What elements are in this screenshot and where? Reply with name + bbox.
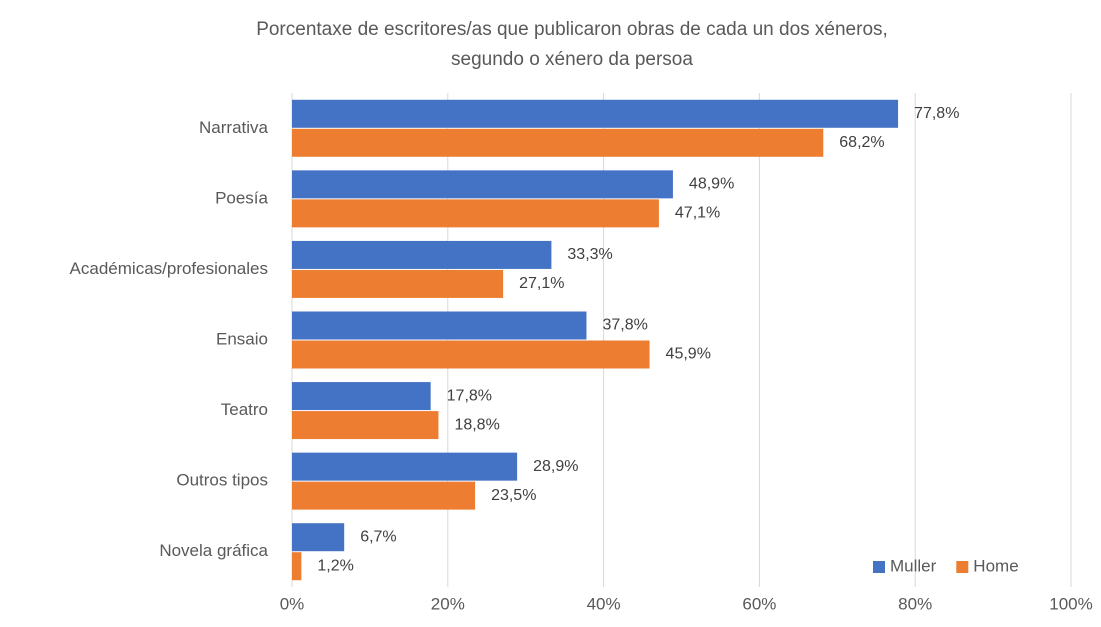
data-label: 27,1%	[519, 275, 564, 292]
bar	[292, 411, 439, 440]
chart-title: Porcentaxe de escritores/as que publicar…	[256, 19, 888, 40]
bar	[292, 481, 476, 510]
data-label: 28,9%	[533, 458, 578, 475]
x-tick-label: 0%	[280, 594, 305, 613]
y-tick-label: Teatro	[221, 400, 268, 419]
data-label: 23,5%	[491, 487, 536, 504]
y-tick-label: Ensaio	[216, 329, 268, 348]
y-tick-label: Académicas/profesionales	[70, 259, 268, 278]
x-tick-label: 20%	[431, 594, 465, 613]
bar	[292, 199, 659, 228]
bar	[292, 382, 431, 411]
data-label: 33,3%	[567, 246, 612, 263]
data-label: 45,9%	[666, 346, 711, 363]
data-label: 6,7%	[360, 528, 396, 545]
y-tick-label: Poesía	[215, 188, 268, 207]
legend-swatch	[956, 561, 969, 573]
bar	[292, 311, 587, 340]
data-label: 48,9%	[689, 176, 734, 193]
x-tick-label: 60%	[742, 594, 776, 613]
chart-title: segundo o xénero da persoa	[451, 49, 693, 70]
bar	[292, 340, 650, 369]
data-label: 18,8%	[454, 416, 499, 433]
x-tick-label: 40%	[587, 594, 621, 613]
y-tick-label: Narrativa	[199, 118, 269, 137]
data-label: 37,8%	[602, 317, 647, 334]
bar	[292, 170, 673, 199]
legend-label: Home	[973, 556, 1018, 575]
y-tick-label: Novela gráfica	[159, 541, 268, 560]
data-label: 1,2%	[317, 557, 353, 574]
bar	[292, 523, 345, 552]
bar	[292, 240, 552, 269]
x-tick-label: 100%	[1049, 594, 1092, 613]
legend-label: Muller	[890, 556, 937, 575]
y-tick-label: Outros tipos	[176, 471, 268, 490]
bar	[292, 99, 899, 128]
bar	[292, 452, 518, 481]
x-tick-label: 80%	[898, 594, 932, 613]
data-label: 47,1%	[675, 205, 720, 222]
data-label: 77,8%	[914, 105, 959, 122]
bar	[292, 552, 302, 581]
bar	[292, 128, 824, 157]
data-label: 17,8%	[447, 387, 492, 404]
bar	[292, 269, 504, 298]
legend-swatch	[873, 561, 885, 573]
data-label: 68,2%	[839, 134, 884, 151]
